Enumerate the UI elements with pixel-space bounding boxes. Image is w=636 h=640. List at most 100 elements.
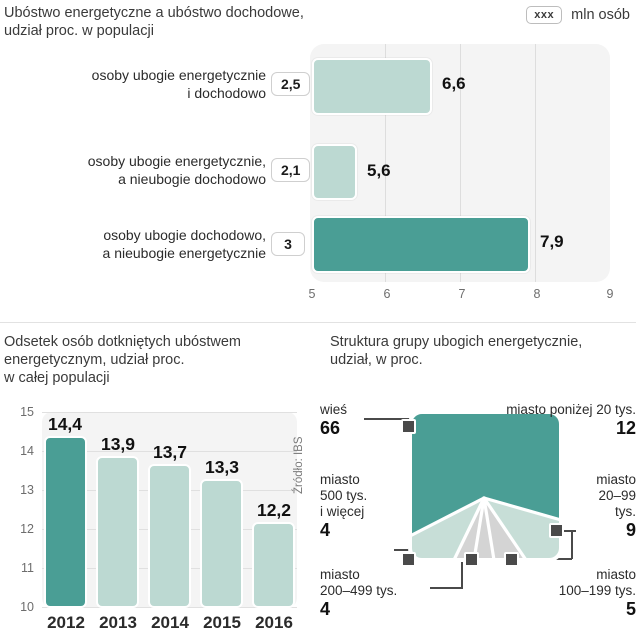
- bar-row-label-line1: osoby ubogie energetycznie: [91, 67, 266, 83]
- leader-line-miasto2099-h: [556, 530, 576, 532]
- gridline-14: [42, 451, 297, 452]
- chart-gridlines: [310, 44, 610, 282]
- bar-row-label-line1: osoby ubogie energetycznie,: [87, 153, 266, 169]
- x-label-2015: 2015: [203, 613, 241, 632]
- chart-title-line1: Odsetek osób dotkniętych ubóstwem: [4, 334, 241, 350]
- label-miasto-500-plus: miasto 500 tys. i więcej 4: [320, 472, 367, 540]
- leader-line-miasto100-v: [571, 530, 573, 559]
- bar-row-label: osoby ubogie energetycznie i dochodowo: [21, 66, 266, 102]
- label-miasto-20-99-l2: 20–99: [598, 488, 636, 503]
- bar-row-chip: 3: [271, 232, 305, 256]
- leader-line-wies-h: [364, 418, 416, 420]
- legend-label: mln osób: [571, 7, 630, 23]
- chart-structure-title: Struktura grupy ubogich energetycznie, u…: [330, 333, 636, 369]
- square-pie: [408, 410, 563, 562]
- bar-row-label-line2: a nieubogie energetycznie: [102, 245, 266, 261]
- x-tick: 7: [458, 287, 466, 301]
- chart-energy-poor-structure: wieś 66 miasto poniżej 20 tys. 12 miasto…: [320, 380, 636, 640]
- label-wies: wieś 66: [320, 402, 347, 438]
- bar-row: osoby ubogie energetycznie, a nieubogie …: [0, 136, 636, 206]
- gridline-7: [460, 44, 461, 282]
- bar-row-label-line2: i dochodowo: [187, 85, 266, 101]
- leader-line-miasto200-v: [461, 552, 463, 588]
- bar-value-label: 7,9: [540, 232, 564, 251]
- bar-2013: [96, 456, 139, 608]
- leader-line-miasto200-h: [430, 587, 463, 589]
- x-tick: 9: [606, 287, 614, 301]
- x-label-2014: 2014: [151, 613, 189, 632]
- bar-value-2012: 14,4: [47, 414, 83, 434]
- label-miasto-200-499: miasto 200–499 tys. 4: [320, 567, 397, 619]
- page-title: Ubóstwo energetyczne a ubóstwo dochodowe…: [4, 4, 474, 40]
- bar-row: osoby ubogie energetycznie i dochodowo 2…: [0, 54, 636, 126]
- marker-miasto-100-199: [464, 552, 479, 567]
- marker-miasto-20-99: [504, 552, 519, 567]
- chart-title-line2: udział, w proc.: [330, 352, 423, 368]
- bar-segment: [312, 144, 357, 200]
- label-wies-value: 66: [320, 418, 341, 438]
- source-attribution: Źródło: IBS: [293, 436, 305, 494]
- chart-title-line1: Struktura grupy ubogich energetycznie,: [330, 334, 583, 350]
- section-divider: [0, 322, 636, 323]
- chart-title-line2: energetycznym, udział proc.: [4, 352, 185, 368]
- label-wies-text: wieś: [320, 402, 348, 417]
- x-tick: 8: [533, 287, 541, 301]
- x-label-2016: 2016: [255, 613, 293, 632]
- page-title-line2: udział proc. w populacji: [4, 23, 154, 39]
- label-miasto-100-199-l2: 100–199 tys.: [558, 583, 636, 598]
- bar-2012: [44, 436, 87, 608]
- label-miasto-20-99-value: 9: [625, 520, 636, 540]
- bar-row-chip: 2,1: [271, 158, 311, 182]
- gridline-8: [535, 44, 536, 282]
- label-miasto-ponizej-20-text: miasto poniżej 20 tys.: [506, 402, 636, 417]
- marker-miasto-ponizej-20: [549, 523, 564, 538]
- slice-miasto-ponizej-20: [484, 498, 561, 560]
- y-tick: 13: [20, 483, 34, 497]
- x-label-2012: 2012: [47, 613, 85, 632]
- chart-energy-poverty-title: Odsetek osób dotkniętych ubóstwem energe…: [4, 333, 309, 387]
- y-tick: 12: [20, 522, 34, 536]
- label-miasto-500-plus-value: 4: [320, 520, 331, 540]
- chart-title-line3: w całej populacji: [4, 370, 110, 386]
- bar-row-label: osoby ubogie dochodowo, a nieubogie ener…: [21, 226, 266, 262]
- label-miasto-500-plus-l1: miasto: [320, 472, 360, 487]
- bar-2016: [252, 522, 295, 608]
- chart-energy-poverty-trend: 15 14 13 12 11 10 14,4 13,9 13,7 13,3 12…: [0, 405, 318, 640]
- y-tick: 11: [21, 561, 34, 575]
- bar-value-label: 6,6: [442, 74, 466, 93]
- bar-row-label: osoby ubogie energetycznie, a nieubogie …: [21, 152, 266, 188]
- bar-row-label-line2: a nieubogie dochodowo: [118, 171, 266, 187]
- legend-chip: xxx: [526, 6, 563, 24]
- bar-row-chip: 2,5: [271, 72, 311, 96]
- bar-row-label-line1: osoby ubogie dochodowo,: [103, 227, 266, 243]
- bar-value-2015: 13,3: [204, 457, 240, 477]
- bar-2014: [148, 464, 191, 608]
- gridline-15: [42, 412, 297, 413]
- leader-line-miasto500-h: [394, 549, 410, 551]
- bar-value-2013: 13,9: [100, 434, 136, 454]
- slice-miasto-100-199: [474, 498, 494, 560]
- label-miasto-100-199: miasto 100–199 tys. 5: [505, 567, 636, 619]
- bar-value-label: 5,6: [367, 161, 391, 180]
- slice-miasto-500-plus: [410, 498, 484, 560]
- label-miasto-100-199-value: 5: [625, 599, 636, 619]
- label-miasto-20-99-l1: miasto: [596, 472, 636, 487]
- y-tick: 10: [20, 600, 34, 614]
- bar-segment: [312, 216, 530, 273]
- label-miasto-500-plus-l3: i więcej: [320, 504, 365, 519]
- page-title-line1: Ubóstwo energetyczne a ubóstwo dochodowe…: [4, 5, 304, 21]
- bar-segment: [312, 58, 432, 115]
- label-miasto-20-99: miasto 20–99 tys. 9: [565, 472, 636, 540]
- chart-poverty-overlap: osoby ubogie energetycznie i dochodowo 2…: [0, 44, 636, 326]
- x-label-2013: 2013: [99, 613, 137, 632]
- label-miasto-200-499-value: 4: [320, 599, 331, 619]
- x-tick: 5: [308, 287, 316, 301]
- bar-value-2016: 12,2: [256, 500, 292, 520]
- label-miasto-ponizej-20-value: 12: [615, 418, 636, 438]
- bar-value-2014: 13,7: [152, 442, 188, 462]
- label-miasto-ponizej-20: miasto poniżej 20 tys. 12: [453, 402, 636, 438]
- label-miasto-200-499-l2: 200–499 tys.: [320, 583, 398, 598]
- label-miasto-100-199-l1: miasto: [596, 567, 636, 582]
- gridline-6: [385, 44, 386, 282]
